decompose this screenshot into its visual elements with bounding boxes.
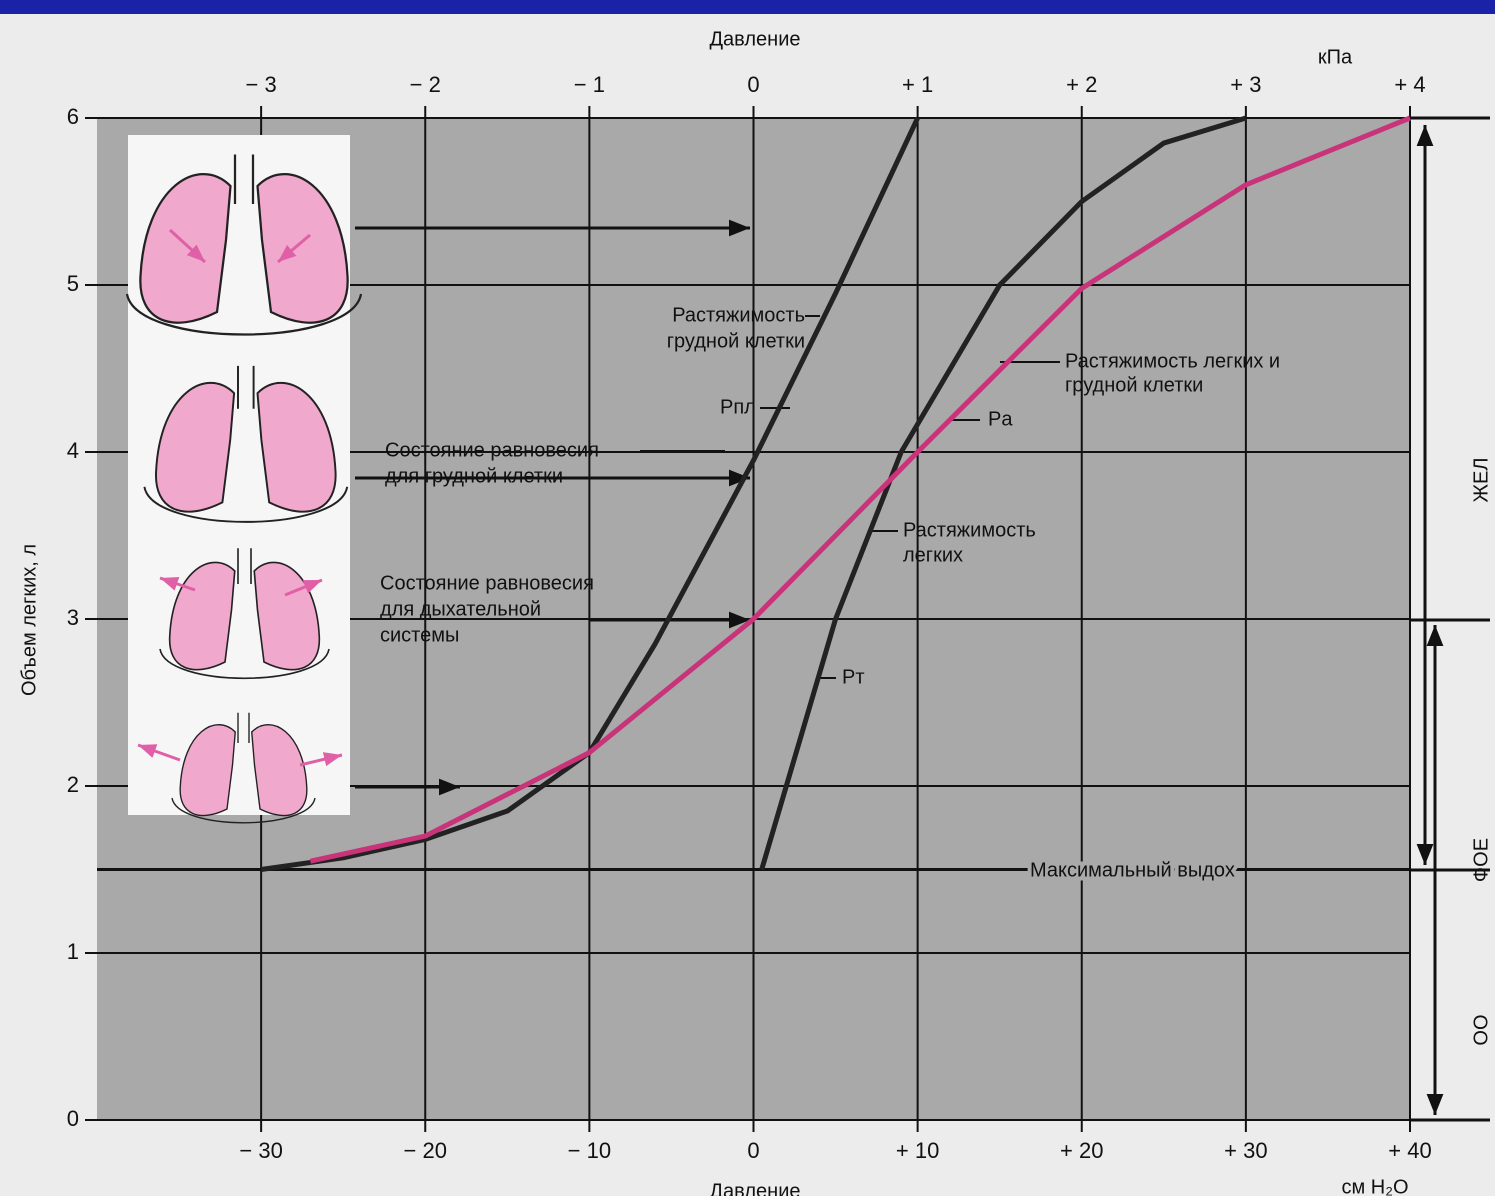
x-tick-label: − 10 bbox=[568, 1138, 611, 1163]
annotation: Максимальный выдох bbox=[1030, 859, 1235, 881]
x2-tick-label: − 1 bbox=[574, 72, 605, 97]
annotation: Растяжимость bbox=[903, 519, 1036, 541]
annotation: Pа bbox=[988, 408, 1013, 430]
annotation: системы bbox=[380, 624, 459, 646]
x-tick-label: + 40 bbox=[1388, 1138, 1431, 1163]
y-tick-label: 3 bbox=[67, 605, 79, 630]
x2-tick-label: − 2 bbox=[410, 72, 441, 97]
annotation: для дыхательной bbox=[380, 598, 541, 620]
x2-tick-label: + 4 bbox=[1394, 72, 1425, 97]
x-tick-label: + 30 bbox=[1224, 1138, 1267, 1163]
lung-panel bbox=[125, 135, 363, 824]
annotation: легких bbox=[903, 544, 963, 566]
x2-axis-unit: кПа bbox=[1318, 46, 1353, 68]
annotation: Pпл bbox=[720, 396, 756, 418]
x2-tick-label: 0 bbox=[747, 72, 759, 97]
annotation: ОО bbox=[1470, 1014, 1492, 1045]
annotation: Состояние равновесия bbox=[385, 439, 599, 461]
x-tick-label: + 10 bbox=[896, 1138, 939, 1163]
annotation: грудной клетки bbox=[667, 330, 805, 352]
y-tick-label: 5 bbox=[67, 271, 79, 296]
force-arrows bbox=[137, 228, 343, 767]
x-tick-label: 0 bbox=[747, 1138, 759, 1163]
annotation: Растяжимость bbox=[672, 304, 805, 326]
annotation: для грудной клетки bbox=[385, 465, 563, 487]
y-axis-title: Объем легких, л bbox=[18, 544, 40, 696]
y-tick-label: 0 bbox=[67, 1106, 79, 1131]
x2-tick-label: + 3 bbox=[1230, 72, 1261, 97]
x2-axis-title: Давление bbox=[710, 28, 801, 50]
x2-tick-label: − 3 bbox=[246, 72, 277, 97]
x-axis-unit: см H₂O bbox=[1341, 1176, 1408, 1196]
y-tick-label: 1 bbox=[67, 939, 79, 964]
x-tick-label: − 30 bbox=[239, 1138, 282, 1163]
x-axis-title: Давление bbox=[710, 1180, 801, 1196]
y-tick-label: 6 bbox=[67, 104, 79, 129]
y-tick-label: 4 bbox=[67, 438, 79, 463]
annotation: грудной клетки bbox=[1065, 374, 1203, 396]
annotation: ФОЕ bbox=[1470, 838, 1492, 882]
x2-tick-label: + 2 bbox=[1066, 72, 1097, 97]
series-line bbox=[260, 116, 920, 872]
series-line bbox=[759, 115, 1247, 871]
annotation: ЖЕЛ bbox=[1470, 458, 1492, 503]
annotation: Растяжимость легких и bbox=[1065, 350, 1280, 372]
top-bar bbox=[0, 0, 1495, 14]
series-line bbox=[309, 115, 1411, 864]
x-tick-label: + 20 bbox=[1060, 1138, 1103, 1163]
x-tick-label: − 20 bbox=[404, 1138, 447, 1163]
y-tick-label: 2 bbox=[67, 772, 79, 797]
x2-tick-label: + 1 bbox=[902, 72, 933, 97]
annotation: Состояние равновесия bbox=[380, 572, 594, 594]
annotation: Pт bbox=[842, 666, 865, 688]
